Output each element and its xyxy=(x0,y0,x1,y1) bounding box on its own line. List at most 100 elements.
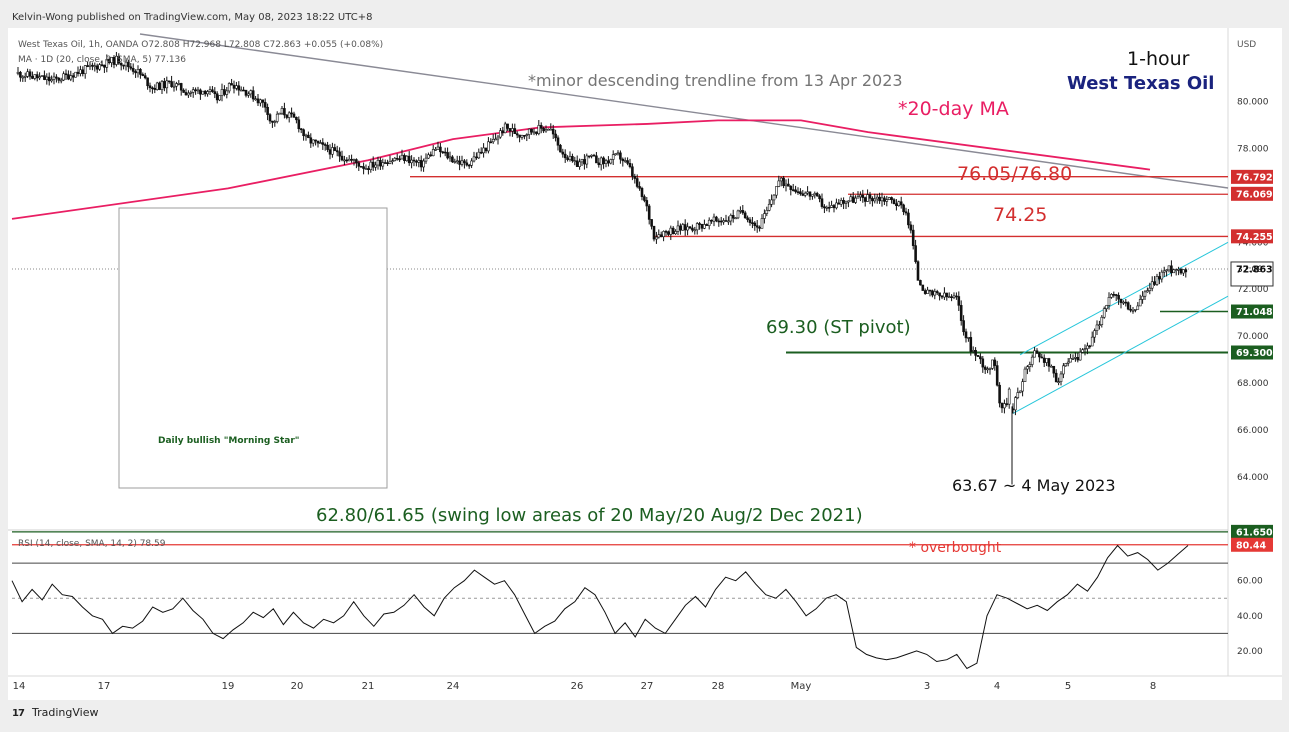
candle-body xyxy=(1100,316,1104,325)
price-tick-label: 64.000 xyxy=(1237,473,1269,483)
candle-body xyxy=(655,236,658,240)
candle-body xyxy=(1117,295,1120,300)
candle-body xyxy=(755,225,759,228)
candle-body xyxy=(784,183,788,187)
candle-body xyxy=(434,149,437,151)
swing-low-annotation: 62.80/61.65 (swing low areas of 20 May/2… xyxy=(316,505,863,526)
candle-body xyxy=(902,204,905,213)
candle-body xyxy=(1014,397,1017,411)
candle-body xyxy=(189,92,193,94)
candle-body xyxy=(547,128,550,131)
candle-body xyxy=(974,350,977,356)
candle-body xyxy=(67,74,70,80)
candle-body xyxy=(1124,301,1128,304)
candle-body xyxy=(328,149,332,155)
candle-body xyxy=(1007,388,1011,405)
candle-body xyxy=(861,194,865,198)
candle-body xyxy=(1110,294,1113,298)
candle-body xyxy=(787,183,790,187)
candle-body xyxy=(947,296,951,299)
candle-body xyxy=(580,159,584,163)
publisher-line: Kelvin-Wong published on TradingView.com… xyxy=(12,12,373,23)
candle-body xyxy=(791,189,795,191)
candle-body xyxy=(1129,308,1132,311)
candle-body xyxy=(587,155,591,158)
candle-body xyxy=(923,290,927,294)
candle-body xyxy=(280,108,284,114)
candle-body xyxy=(184,92,188,96)
time-tick-label: 19 xyxy=(222,681,235,692)
candle-body xyxy=(35,74,39,79)
candle-body xyxy=(568,156,572,160)
candle-body xyxy=(64,73,68,76)
candle-body xyxy=(223,89,226,95)
candle-body xyxy=(309,137,313,144)
candle-body xyxy=(739,210,742,212)
candle-body xyxy=(530,128,533,133)
candle-body xyxy=(669,227,673,235)
time-tick-label: 27 xyxy=(641,681,654,692)
candle-body xyxy=(571,156,574,162)
candle-body xyxy=(1018,390,1022,393)
candle-body xyxy=(283,108,286,116)
candle-body xyxy=(825,207,829,209)
candle-body xyxy=(1141,295,1144,300)
candle-body xyxy=(256,98,260,104)
candle-body xyxy=(316,140,320,144)
candle-body xyxy=(244,89,248,96)
candle-body xyxy=(976,355,980,357)
tradingview-logo-icon: 17 xyxy=(12,707,25,719)
candle-body xyxy=(479,151,483,154)
candle-body xyxy=(1000,402,1004,409)
symbol-legend: West Texas Oil, 1h, OANDA O72.808 H72.96… xyxy=(18,40,383,50)
candle-body xyxy=(1023,368,1027,382)
candle-body xyxy=(79,69,82,74)
candle-body xyxy=(633,175,637,179)
candle-body xyxy=(321,142,325,145)
candle-body xyxy=(931,290,934,296)
candle-body xyxy=(343,159,346,162)
rsi-tick-label: 20.00 xyxy=(1237,647,1263,657)
candle-body xyxy=(911,229,915,246)
candle-body xyxy=(1005,403,1009,405)
candle-body xyxy=(163,81,166,89)
candle-body xyxy=(758,226,761,229)
candle-body xyxy=(652,225,656,240)
candle-body xyxy=(74,71,77,78)
candle-body xyxy=(971,350,975,352)
candle-body xyxy=(1054,372,1058,383)
candle-body xyxy=(352,159,356,161)
candle-body xyxy=(599,157,603,166)
price-tag xyxy=(1231,186,1273,201)
candle-body xyxy=(350,158,353,161)
candle-body xyxy=(1016,392,1020,398)
candle-body xyxy=(683,224,687,231)
candle-body xyxy=(59,79,63,82)
candle-body xyxy=(1182,269,1185,274)
candle-body xyxy=(487,141,490,152)
candle-body xyxy=(746,217,749,221)
candle-body xyxy=(395,157,399,160)
candle-body xyxy=(859,194,862,198)
candle-body xyxy=(465,162,469,166)
candle-body xyxy=(616,152,620,155)
candle-body xyxy=(304,134,308,137)
candle-body xyxy=(854,197,857,203)
candle-body xyxy=(914,245,917,262)
candle-body xyxy=(40,75,44,77)
candle-body xyxy=(1093,330,1096,338)
candle-body xyxy=(969,337,973,352)
candle-body xyxy=(717,220,721,223)
candle-body xyxy=(707,219,711,226)
candle-body xyxy=(475,156,478,159)
candle-body xyxy=(1030,356,1034,365)
candle-body xyxy=(844,201,848,204)
candle-body xyxy=(878,196,881,202)
candle-body xyxy=(801,193,805,196)
candle-body xyxy=(770,199,773,205)
candle-body xyxy=(43,75,46,80)
candle-body xyxy=(700,223,704,229)
candle-body xyxy=(508,128,512,132)
candle-body xyxy=(201,90,205,95)
